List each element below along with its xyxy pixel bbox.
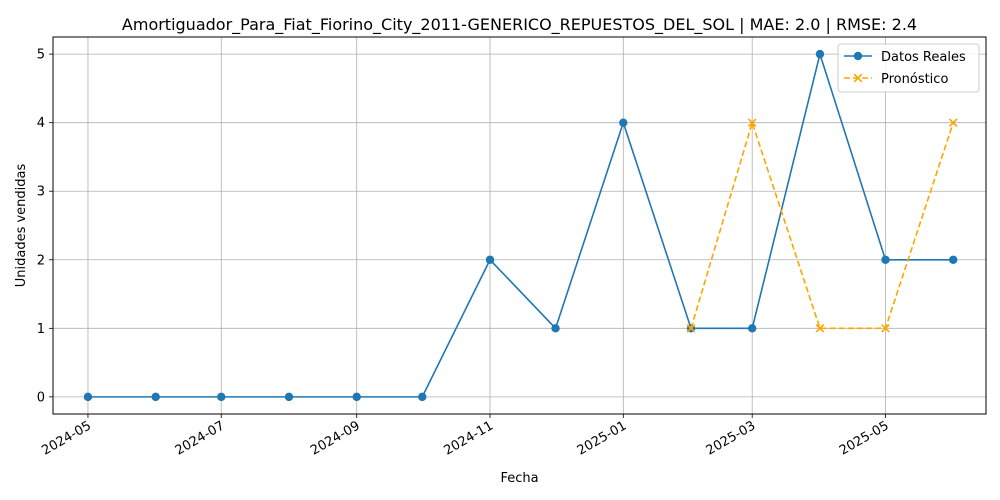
- data-point: [551, 324, 560, 333]
- series-line: [87, 51, 954, 398]
- series-line: [690, 120, 954, 330]
- data-point: [815, 49, 825, 59]
- y-tick-label: 5: [37, 48, 45, 63]
- y-tick-label: 3: [37, 185, 45, 200]
- data-point: [418, 392, 427, 402]
- legend-marker: [853, 73, 863, 83]
- plot-frame: [52, 36, 987, 415]
- data-point: [747, 118, 757, 128]
- data-point: [815, 323, 825, 333]
- data-point: [948, 118, 958, 128]
- y-tick-label: 0: [37, 390, 45, 405]
- series-pronostico: [686, 118, 958, 333]
- legend-item: Datos Reales: [844, 50, 966, 65]
- y-tick-label: 4: [37, 116, 45, 131]
- data-point: [151, 392, 160, 402]
- legend-marker: [853, 51, 863, 61]
- legend-label: Pronóstico: [881, 72, 948, 87]
- data-point: [619, 118, 628, 127]
- data-point: [881, 323, 890, 333]
- series-layer: [83, 49, 958, 402]
- data-point: [352, 392, 361, 402]
- legend-label: Datos Reales: [881, 50, 966, 65]
- legend: Datos Reales Pronóstico: [837, 43, 980, 93]
- series-datos-reales: [83, 49, 958, 402]
- legend-item: Pronóstico: [844, 72, 948, 87]
- data-point: [686, 323, 696, 333]
- legend-box: [837, 43, 980, 93]
- data-point: [284, 392, 294, 402]
- data-point: [949, 255, 958, 264]
- y-axis-label: Unidades vendidas: [14, 164, 29, 288]
- data-point: [83, 392, 93, 402]
- chart-title: Amortiguador_Para_Fiat_Fiorino_City_2011…: [122, 15, 917, 35]
- x-axis-label: Fecha: [500, 471, 538, 486]
- data-point: [217, 392, 226, 402]
- data-point: [485, 255, 495, 264]
- data-point: [748, 324, 757, 333]
- y-tick-label: 1: [37, 322, 45, 337]
- data-point: [881, 255, 890, 264]
- y-tick-label: 2: [37, 253, 45, 268]
